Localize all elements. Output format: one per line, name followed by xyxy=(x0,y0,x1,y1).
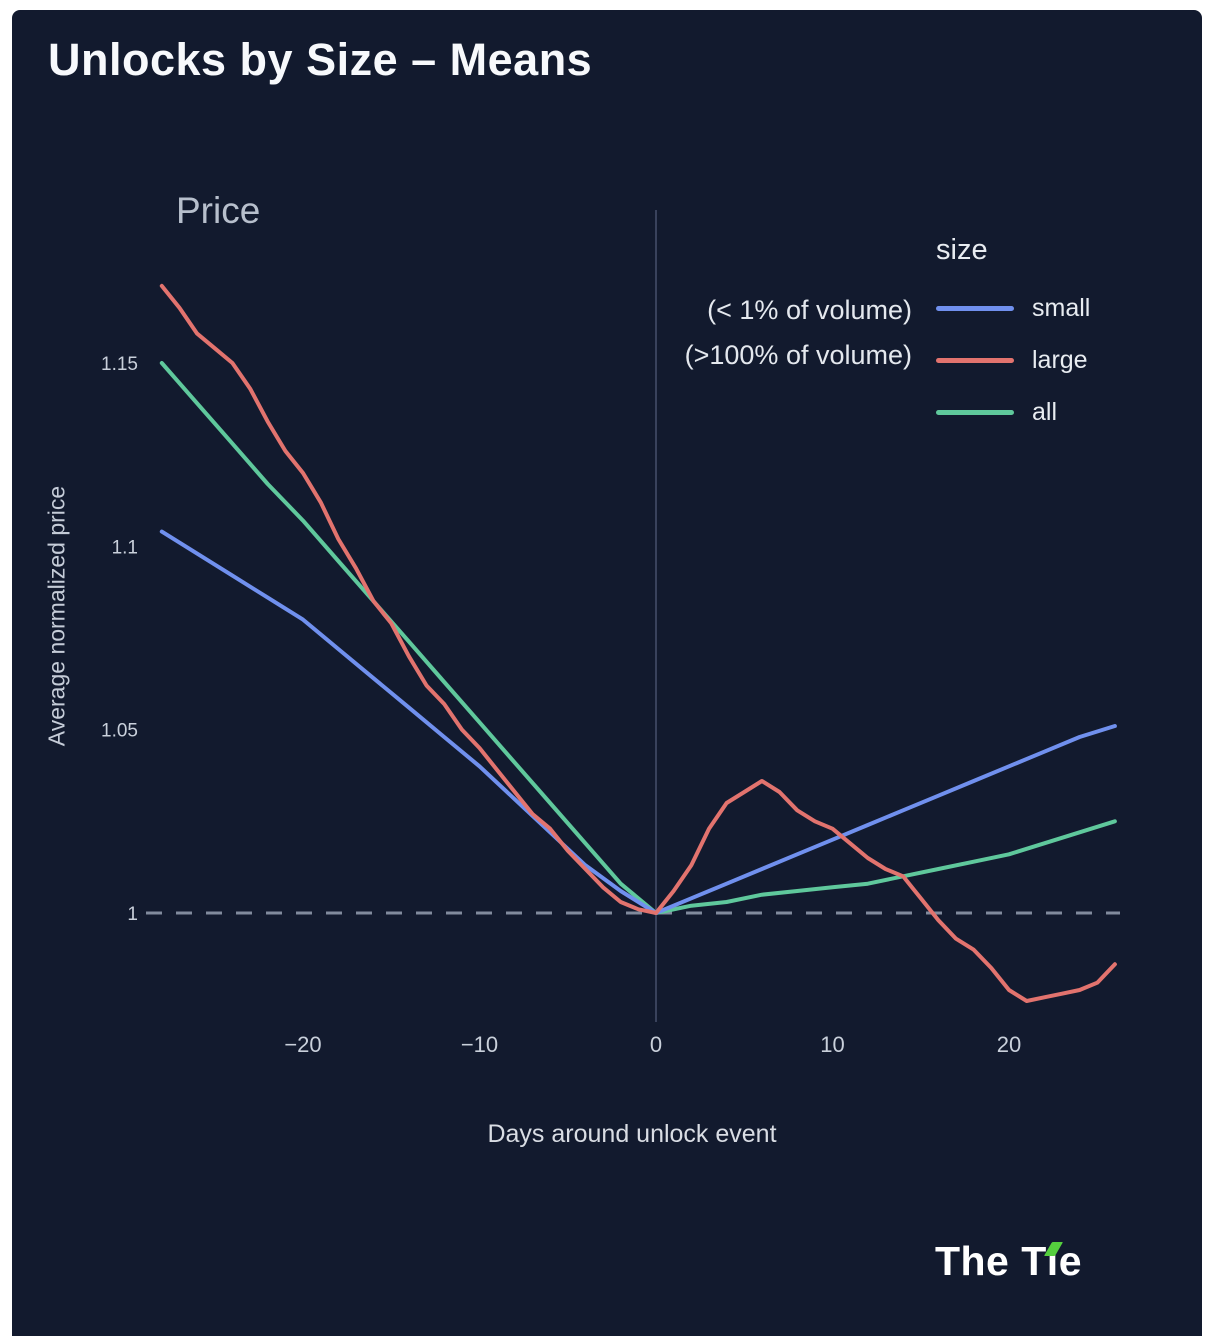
y-tick-label: 1.15 xyxy=(101,354,138,375)
brand-text-the-t: The T xyxy=(934,1238,1047,1284)
legend-swatch-large xyxy=(936,357,1014,363)
series-line-large xyxy=(159,283,1117,1003)
x-tick-label: 0 xyxy=(650,1032,662,1057)
annotation-small-volume: (< 1% of volume) xyxy=(707,295,912,325)
series-line-all xyxy=(159,361,1117,915)
legend-item-large: large xyxy=(936,339,1090,381)
chart-subtitle: Price xyxy=(176,190,261,231)
legend-swatch-all xyxy=(936,409,1014,415)
legend-title: size xyxy=(936,234,988,266)
brand-i-stem: ı xyxy=(1046,1238,1059,1284)
x-tick-label: −10 xyxy=(461,1032,498,1057)
legend-item-all: all xyxy=(936,391,1090,433)
brand-text-e: e xyxy=(1058,1238,1082,1284)
x-tick-label: 20 xyxy=(997,1032,1021,1057)
legend-label-all: all xyxy=(1032,397,1058,426)
legend-swatch-small xyxy=(936,305,1014,311)
legend-label-small: small xyxy=(1032,293,1091,322)
y-tick-label: 1 xyxy=(127,904,138,925)
y-tick-label: 1.05 xyxy=(101,721,138,742)
legend-annotations: (< 1% of volume) (>100% of volume) xyxy=(685,288,912,378)
y-axis-label: Average normalized price xyxy=(43,485,70,747)
x-tick-label: 10 xyxy=(820,1032,844,1057)
annotation-large-volume: (>100% of volume) xyxy=(684,340,912,370)
page-title: Unlocks by Size – Means xyxy=(48,34,593,85)
legend-label-large: large xyxy=(1032,345,1088,374)
legend-item-small: small xyxy=(936,287,1090,329)
x-axis-label: Days around unlock event xyxy=(487,1120,777,1148)
x-tick-label: −20 xyxy=(284,1032,321,1057)
brand-i-glyph: ı xyxy=(1043,1238,1063,1285)
legend: size small large all xyxy=(936,234,1090,443)
chart-card xyxy=(12,10,1202,1336)
series-line-small xyxy=(159,529,1117,915)
y-tick-label: 1.1 xyxy=(112,537,138,558)
